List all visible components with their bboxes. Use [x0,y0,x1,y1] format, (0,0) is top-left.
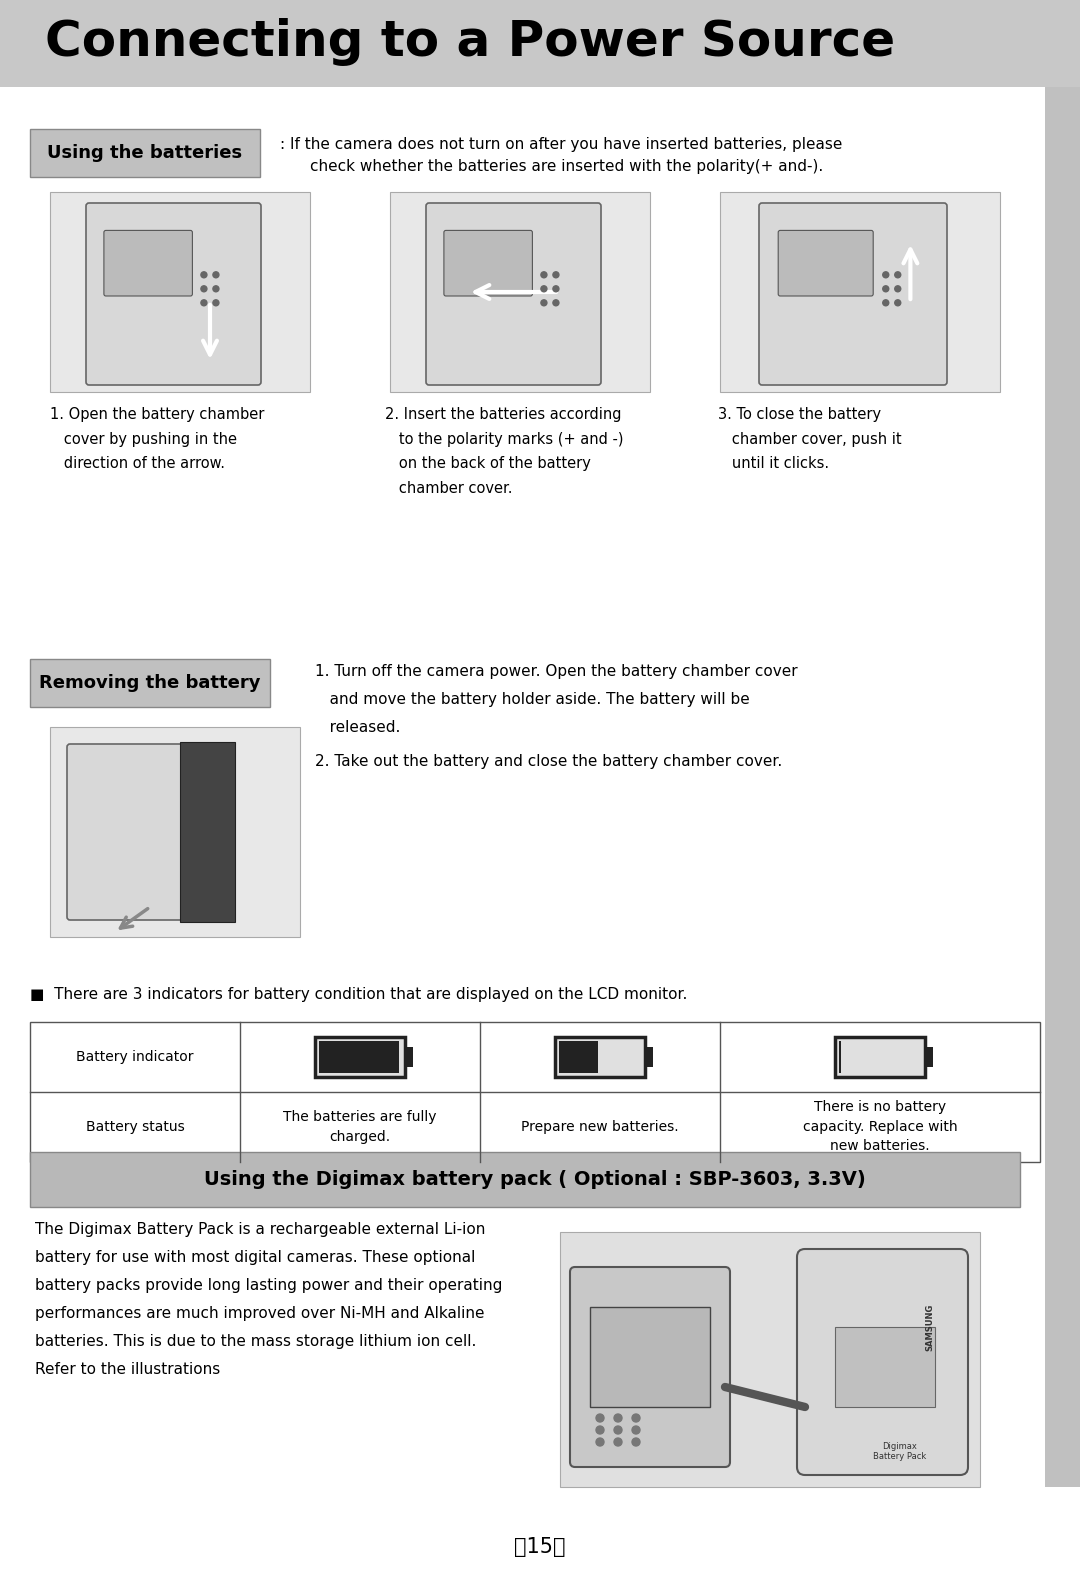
Circle shape [201,271,207,278]
Text: and move the battery holder aside. The battery will be: and move the battery holder aside. The b… [315,692,750,706]
Bar [720,192,1000,393]
Text: Digimax
Battery Pack: Digimax Battery Pack [874,1441,927,1462]
Circle shape [213,271,219,278]
Circle shape [553,271,559,278]
Circle shape [894,285,901,292]
Text: SAMSUNG: SAMSUNG [926,1303,934,1350]
Circle shape [615,1415,622,1422]
Text: 1. Open the battery chamber
   cover by pushing in the
   direction of the arrow: 1. Open the battery chamber cover by pus… [50,407,265,472]
Circle shape [615,1426,622,1433]
FancyBboxPatch shape [570,1266,730,1467]
Text: ■  There are 3 indicators for battery condition that are displayed on the LCD mo: ■ There are 3 indicators for battery con… [30,987,687,1001]
Bar [30,129,260,177]
FancyBboxPatch shape [797,1249,968,1474]
Bar [390,192,650,393]
Circle shape [541,300,546,306]
Bar [405,1047,413,1068]
Bar [590,1307,710,1407]
Text: Battery status: Battery status [85,1120,185,1134]
Text: Refer to the illustrations: Refer to the illustrations [35,1363,220,1377]
Bar [645,1047,653,1068]
FancyBboxPatch shape [555,1038,645,1077]
Text: batteries. This is due to the mass storage lithium ion cell.: batteries. This is due to the mass stora… [35,1334,476,1348]
Bar [30,659,270,706]
Circle shape [541,271,546,278]
Circle shape [541,285,546,292]
Bar [561,1232,980,1487]
FancyBboxPatch shape [86,203,261,385]
FancyBboxPatch shape [779,230,874,296]
Circle shape [632,1426,640,1433]
Circle shape [632,1438,640,1446]
Text: Using the batteries: Using the batteries [48,144,243,162]
Text: 3. To close the battery
   chamber cover, push it
   until it clicks.: 3. To close the battery chamber cover, p… [718,407,902,472]
Bar [30,1022,1040,1162]
Bar [839,1041,841,1072]
Circle shape [553,285,559,292]
Text: The batteries are fully
charged.: The batteries are fully charged. [283,1110,436,1143]
Circle shape [596,1415,604,1422]
Bar [924,1047,933,1068]
FancyBboxPatch shape [759,203,947,385]
Text: performances are much improved over Ni-MH and Alkaline: performances are much improved over Ni-M… [35,1306,485,1322]
Circle shape [894,271,901,278]
Circle shape [615,1438,622,1446]
FancyBboxPatch shape [315,1038,405,1077]
Circle shape [882,271,889,278]
Circle shape [201,300,207,306]
FancyBboxPatch shape [426,203,600,385]
Circle shape [553,300,559,306]
Text: : If the camera does not turn on after you have inserted batteries, please: : If the camera does not turn on after y… [280,137,842,151]
Text: 1. Turn off the camera power. Open the battery chamber cover: 1. Turn off the camera power. Open the b… [315,664,798,680]
FancyBboxPatch shape [444,230,532,296]
Bar [319,1041,399,1072]
Text: The Digimax Battery Pack is a rechargeable external Li-ion: The Digimax Battery Pack is a rechargeab… [35,1222,485,1236]
Bar [559,1041,598,1072]
Circle shape [596,1438,604,1446]
Bar [180,743,235,923]
Text: Removing the battery: Removing the battery [39,673,260,692]
Circle shape [213,285,219,292]
Text: released.: released. [315,721,401,735]
Bar [50,192,310,393]
Bar [0,0,1080,87]
Circle shape [213,300,219,306]
Text: Using the Digimax battery pack ( Optional : SBP-3603, 3.3V): Using the Digimax battery pack ( Optiona… [204,1170,866,1189]
Text: Connecting to a Power Source: Connecting to a Power Source [45,17,895,66]
Circle shape [596,1426,604,1433]
Text: battery for use with most digital cameras. These optional: battery for use with most digital camera… [35,1251,475,1265]
Circle shape [894,300,901,306]
FancyBboxPatch shape [67,744,193,919]
Text: 〆15〉: 〆15〉 [514,1538,566,1556]
Bar [50,727,300,937]
Circle shape [882,300,889,306]
Text: Battery indicator: Battery indicator [77,1050,193,1064]
Text: There is no battery
capacity. Replace with
new batteries.: There is no battery capacity. Replace wi… [802,1101,957,1153]
Text: battery packs provide long lasting power and their operating: battery packs provide long lasting power… [35,1277,502,1293]
Bar [835,1326,935,1407]
FancyBboxPatch shape [835,1038,924,1077]
Bar [1045,87,1080,1487]
Bar [30,1153,1020,1206]
Circle shape [632,1415,640,1422]
Circle shape [201,285,207,292]
Text: 2. Take out the battery and close the battery chamber cover.: 2. Take out the battery and close the ba… [315,754,782,770]
FancyBboxPatch shape [104,230,192,296]
Circle shape [882,285,889,292]
Text: 2. Insert the batteries according
   to the polarity marks (+ and -)
   on the b: 2. Insert the batteries according to the… [384,407,623,495]
Text: check whether the batteries are inserted with the polarity(+ and-).: check whether the batteries are inserted… [310,159,823,173]
Text: Prepare new batteries.: Prepare new batteries. [522,1120,679,1134]
